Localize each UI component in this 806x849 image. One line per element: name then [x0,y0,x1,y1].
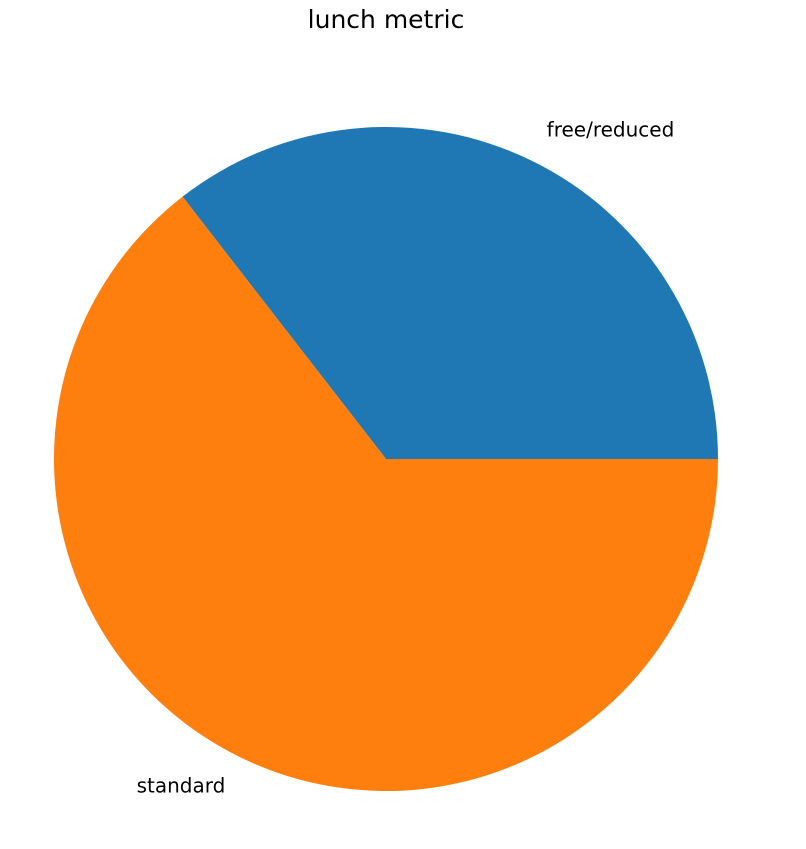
pie-slices [53,127,719,792]
pie-slice-free-reduced [182,127,718,459]
pie-labels: free/reduced standard [137,118,675,798]
chart-title: lunch metric [308,5,465,34]
pie-label-free-reduced: free/reduced [547,118,675,142]
pie-slice-standard [53,196,719,792]
pie-label-standard: standard [137,773,226,797]
